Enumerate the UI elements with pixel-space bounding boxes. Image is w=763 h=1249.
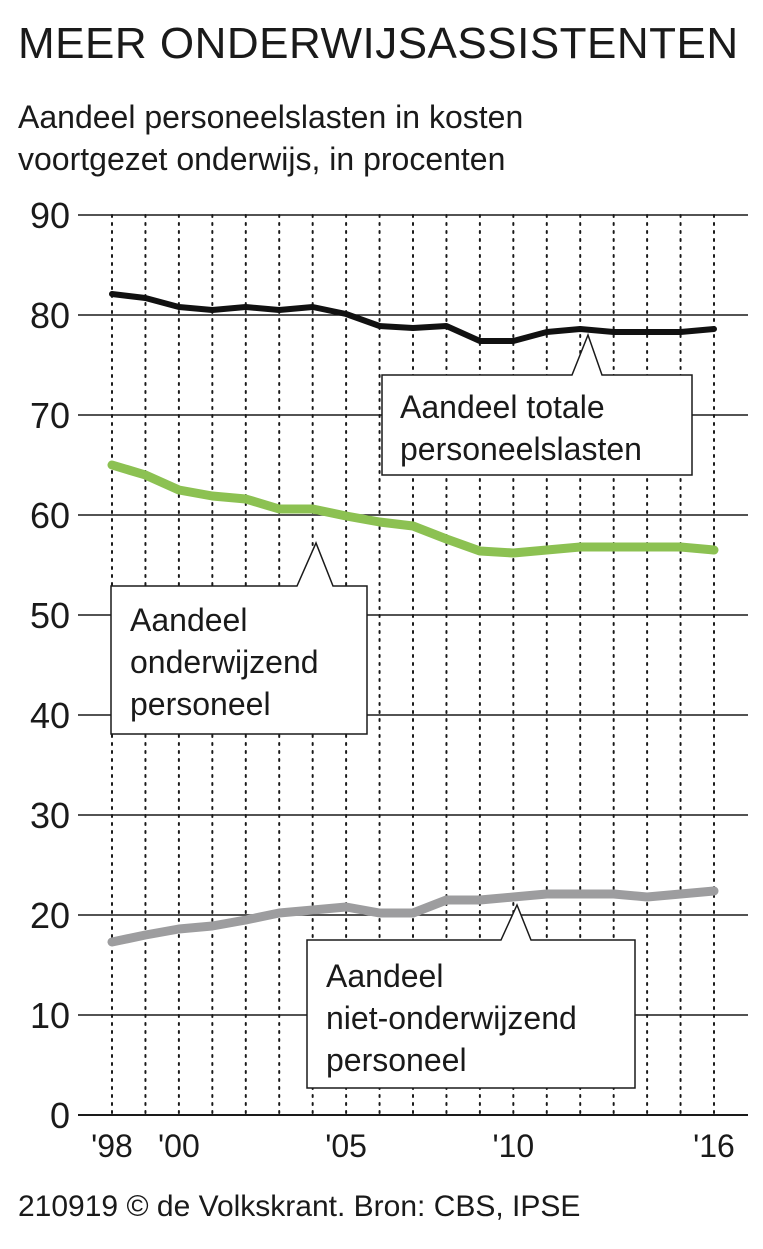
x-tick-label: '00 [158, 1128, 200, 1164]
x-tick-label: '05 [325, 1128, 367, 1164]
x-tick-label: '16 [693, 1128, 735, 1164]
series-line [107, 460, 719, 558]
subtitle-line-2: voortgezet onderwijs, in procenten [18, 141, 506, 177]
y-tick-label: 80 [30, 295, 70, 336]
series-line [109, 291, 717, 344]
series-label: onderwijzend [130, 644, 319, 680]
series-label: personeel [326, 1042, 467, 1078]
y-tick-label: 30 [30, 795, 70, 836]
series-label: Aandeel [326, 958, 443, 994]
x-tick-label: '98 [91, 1128, 133, 1164]
y-tick-label: 50 [30, 595, 70, 636]
callout-box [110, 541, 368, 735]
y-tick-label: 60 [30, 495, 70, 536]
series-label: Aandeel totale [400, 389, 605, 425]
chart-title: MEER ONDERWIJSASSISTENTEN [18, 19, 739, 68]
chart-subtitle: Aandeel personeelslasten in kosten voort… [18, 96, 698, 180]
source-credit: 210919 © de Volkskrant. Bron: CBS, IPSE [18, 1190, 581, 1223]
series-lines [107, 291, 719, 947]
x-tick-label: '10 [492, 1128, 534, 1164]
series-label: personeelslasten [400, 431, 642, 467]
series-label: personeel [130, 686, 271, 722]
series-label: Aandeel [130, 602, 247, 638]
subtitle-line-1: Aandeel personeelslasten in kosten [18, 99, 524, 135]
series-label: niet-onderwijzend [326, 1000, 577, 1036]
series-line [107, 886, 719, 947]
x-axis-ticks: '98 '00 '05 '10 '16 [91, 1128, 735, 1164]
series-callouts: Aandeel totale personeelslasten Aandeel ond… [110, 332, 693, 1089]
callout-box [306, 903, 636, 1089]
callout-box [381, 332, 693, 476]
y-tick-label: 70 [30, 395, 70, 436]
y-axis-ticks: 0 10 20 30 40 50 60 70 80 90 [30, 195, 70, 1136]
y-tick-label: 40 [30, 695, 70, 736]
y-tick-label: 10 [30, 995, 70, 1036]
y-tick-label: 0 [50, 1095, 70, 1136]
y-tick-label: 20 [30, 895, 70, 936]
y-tick-label: 90 [30, 195, 70, 236]
line-chart: 0 10 20 30 40 50 60 70 80 90 '98 '00 '05 '10 '16 Aand… [30, 195, 748, 1164]
